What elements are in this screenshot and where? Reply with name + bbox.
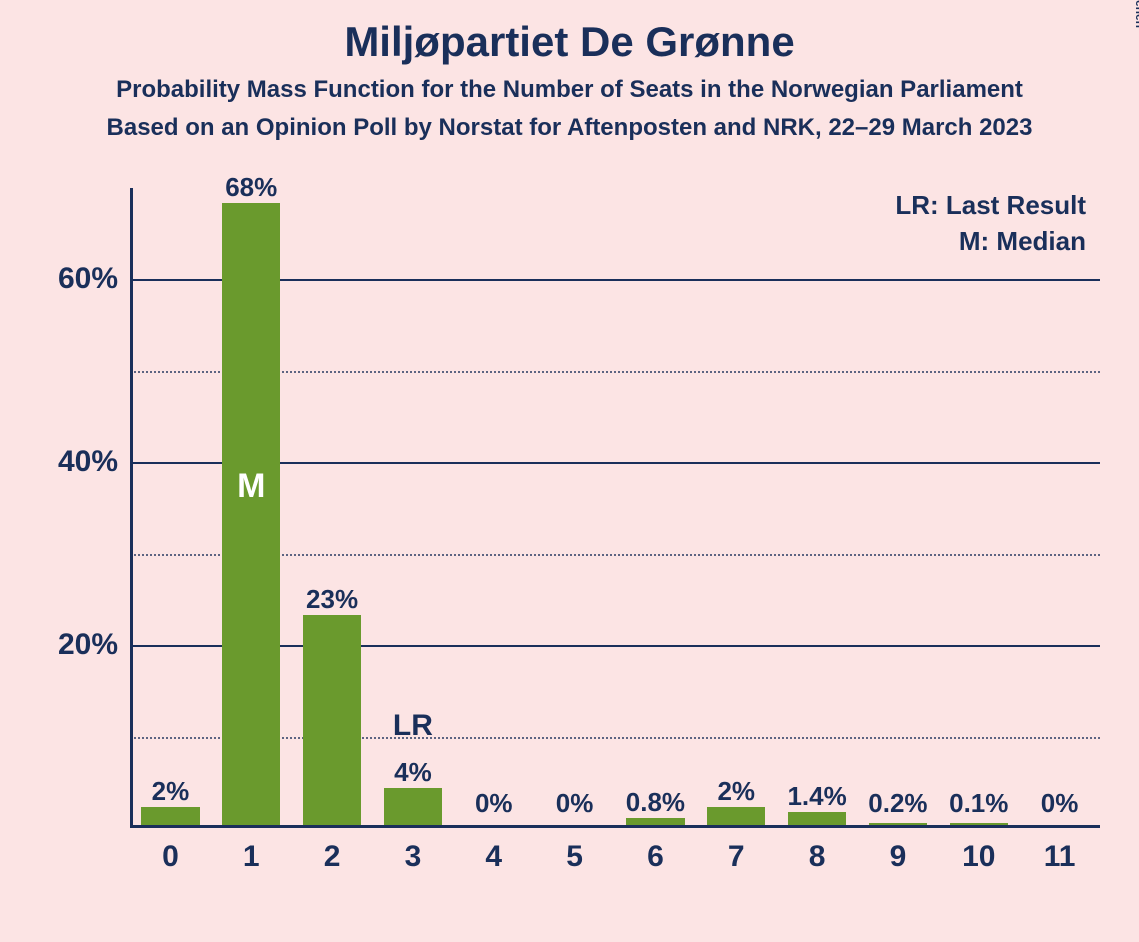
- y-tick-label: 60%: [58, 262, 118, 296]
- x-tick-label: 2: [324, 840, 341, 874]
- bar-value-label: 2%: [717, 776, 755, 807]
- legend-m: M: Median: [959, 226, 1086, 257]
- bar: [626, 818, 684, 825]
- x-tick-label: 8: [809, 840, 826, 874]
- bar-value-label: 1.4%: [787, 781, 846, 812]
- bar: [950, 823, 1008, 825]
- x-tick-label: 3: [405, 840, 422, 874]
- bar: [869, 823, 927, 825]
- bar-value-label: 0%: [475, 788, 513, 819]
- x-tick-label: 11: [1044, 840, 1076, 874]
- bar-value-label: 0.8%: [626, 787, 685, 818]
- copyright-text: © 2025 Filip van Laenen: [1133, 0, 1139, 28]
- legend-lr: LR: Last Result: [895, 190, 1086, 221]
- x-tick-label: 9: [890, 840, 907, 874]
- y-axis-line: [130, 188, 133, 828]
- y-tick-label: 20%: [58, 628, 118, 662]
- bar-value-label: 0%: [556, 788, 594, 819]
- chart-subtitle-2: Based on an Opinion Poll by Norstat for …: [0, 114, 1139, 142]
- x-tick-label: 5: [566, 840, 583, 874]
- bar: [788, 812, 846, 825]
- chart-title: Miljøpartiet De Grønne: [0, 18, 1139, 66]
- bar: [222, 203, 280, 825]
- bar-value-label: 23%: [306, 584, 358, 615]
- x-axis-line: [130, 825, 1100, 828]
- chart-container: LR: Last Result M: Median 20%40%60%02%16…: [60, 188, 1110, 888]
- chart-subtitle-1: Probability Mass Function for the Number…: [0, 76, 1139, 104]
- bar-value-label: 0.2%: [868, 788, 927, 819]
- last-result-annotation: LR: [393, 709, 433, 743]
- bar-value-label: 4%: [394, 757, 432, 788]
- x-tick-label: 1: [243, 840, 260, 874]
- x-tick-label: 4: [485, 840, 502, 874]
- x-tick-label: 7: [728, 840, 745, 874]
- bar-value-label: 0.1%: [949, 788, 1008, 819]
- y-tick-label: 40%: [58, 445, 118, 479]
- bar: [384, 788, 442, 825]
- bar-value-label: 2%: [152, 776, 190, 807]
- plot-area: LR: Last Result M: Median 20%40%60%02%16…: [130, 188, 1100, 828]
- x-tick-label: 10: [962, 840, 995, 874]
- bar-value-label: 0%: [1041, 788, 1079, 819]
- bar-value-label: 68%: [225, 172, 277, 203]
- bar: [303, 615, 361, 825]
- bar: [141, 807, 199, 825]
- bar: [707, 807, 765, 825]
- x-tick-label: 6: [647, 840, 664, 874]
- x-tick-label: 0: [162, 840, 179, 874]
- median-annotation: M: [237, 467, 265, 506]
